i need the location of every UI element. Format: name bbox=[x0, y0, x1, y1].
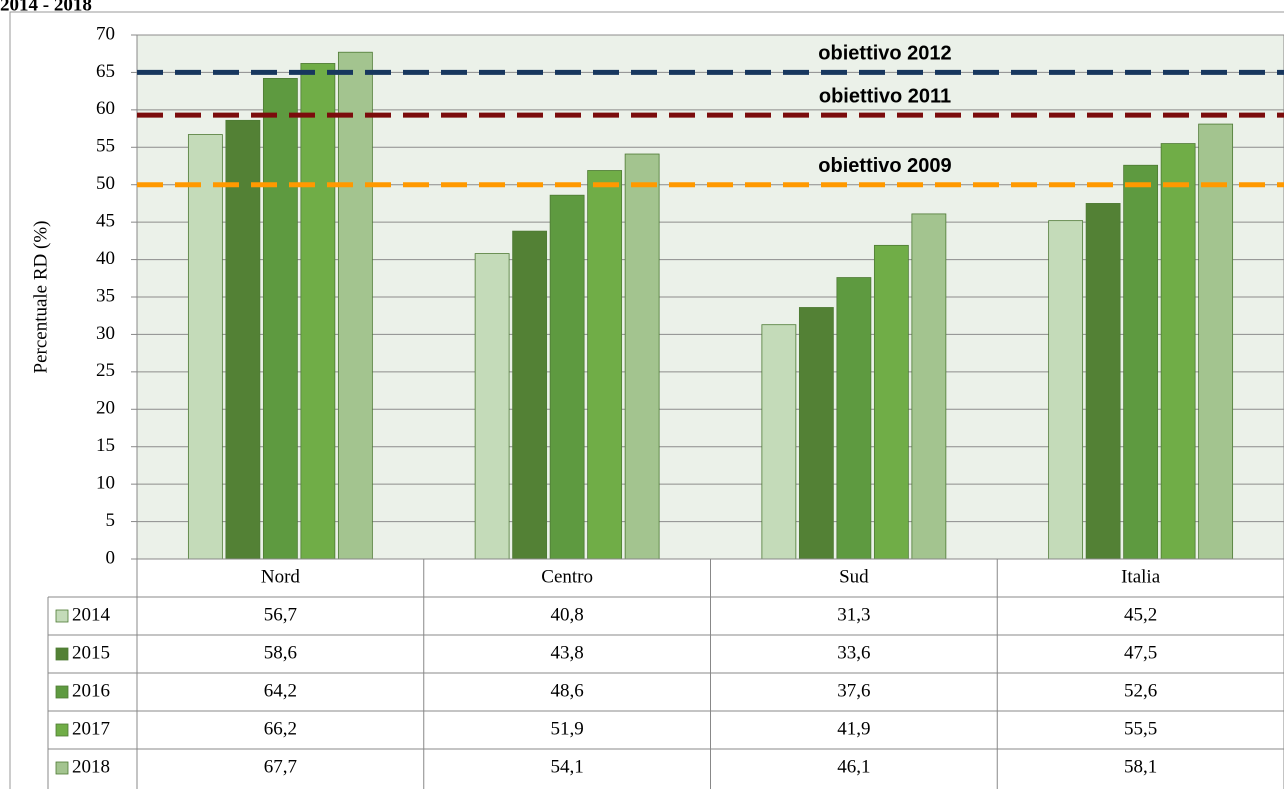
table-value: 56,7 bbox=[264, 604, 297, 625]
reference-label: obiettivo 2012 bbox=[818, 43, 951, 65]
bar bbox=[337, 51, 373, 560]
y-tick-label: 70 bbox=[96, 23, 115, 44]
x-tick-label: Italia bbox=[1121, 566, 1161, 587]
x-tick-label: Centro bbox=[541, 566, 593, 587]
legend-label: 2017 bbox=[72, 718, 110, 739]
bar bbox=[1123, 164, 1159, 560]
legend-label: 2014 bbox=[72, 604, 111, 625]
bar bbox=[1085, 203, 1121, 560]
y-tick-label: 30 bbox=[96, 323, 115, 344]
y-tick-label: 60 bbox=[96, 98, 115, 119]
bar bbox=[873, 244, 909, 560]
y-tick-label: 65 bbox=[96, 61, 115, 82]
legend-label: 2016 bbox=[72, 680, 110, 701]
x-tick-label: Nord bbox=[261, 566, 301, 587]
table-value: 40,8 bbox=[551, 604, 584, 625]
table-value: 46,1 bbox=[837, 756, 870, 777]
bar bbox=[474, 253, 510, 560]
legend-swatch bbox=[55, 723, 69, 737]
y-tick-label: 15 bbox=[96, 435, 115, 456]
legend-label: 2018 bbox=[72, 756, 110, 777]
table-value: 48,6 bbox=[551, 680, 584, 701]
table-value: 54,1 bbox=[551, 756, 584, 777]
bar bbox=[836, 277, 872, 560]
bar bbox=[1048, 220, 1084, 560]
bar bbox=[187, 134, 223, 560]
table-value: 43,8 bbox=[551, 642, 584, 663]
table-value: 51,9 bbox=[551, 718, 584, 739]
reference-label: obiettivo 2011 bbox=[819, 85, 951, 107]
legend-label: 2015 bbox=[72, 642, 110, 663]
table-value: 58,6 bbox=[264, 642, 297, 663]
table-value: 37,6 bbox=[837, 680, 870, 701]
table-value: 52,6 bbox=[1124, 680, 1157, 701]
y-tick-label: 25 bbox=[96, 360, 115, 381]
legend-swatch bbox=[55, 609, 69, 623]
y-tick-label: 50 bbox=[96, 173, 115, 194]
table-value: 45,2 bbox=[1124, 604, 1157, 625]
bar bbox=[512, 230, 548, 560]
bar bbox=[798, 307, 834, 560]
bar bbox=[587, 170, 623, 560]
y-axis-label: Percentuale RD (%) bbox=[30, 221, 51, 374]
y-tick-label: 10 bbox=[96, 473, 115, 494]
legend-swatch bbox=[55, 761, 69, 775]
y-tick-label: 40 bbox=[96, 248, 115, 269]
chart-title: 2014 - 2018 bbox=[0, 0, 92, 15]
table-value: 67,7 bbox=[264, 756, 297, 777]
legend-swatch bbox=[55, 685, 69, 699]
bar bbox=[1160, 143, 1196, 560]
bar bbox=[624, 153, 660, 560]
bar bbox=[300, 63, 336, 560]
bar bbox=[549, 194, 585, 560]
frame bbox=[9, 11, 1284, 789]
y-tick-label: 0 bbox=[106, 547, 116, 568]
reference-label: obiettivo 2009 bbox=[818, 155, 951, 177]
bar bbox=[911, 213, 947, 560]
bar bbox=[761, 324, 797, 560]
y-tick-label: 45 bbox=[96, 211, 115, 232]
table-value: 66,2 bbox=[264, 718, 297, 739]
y-tick-label: 55 bbox=[96, 136, 115, 157]
table-value: 55,5 bbox=[1124, 718, 1157, 739]
y-tick-label: 35 bbox=[96, 285, 115, 306]
table-value: 58,1 bbox=[1124, 756, 1157, 777]
legend-swatch bbox=[55, 647, 69, 661]
table-value: 33,6 bbox=[837, 642, 870, 663]
table-value: 31,3 bbox=[837, 604, 870, 625]
table-value: 64,2 bbox=[264, 680, 297, 701]
bar bbox=[262, 78, 298, 560]
x-tick-label: Sud bbox=[839, 566, 869, 587]
y-tick-label: 20 bbox=[96, 398, 115, 419]
bar bbox=[1198, 123, 1234, 560]
table-value: 41,9 bbox=[837, 718, 870, 739]
table-value: 47,5 bbox=[1124, 642, 1157, 663]
y-tick-label: 5 bbox=[106, 510, 116, 531]
